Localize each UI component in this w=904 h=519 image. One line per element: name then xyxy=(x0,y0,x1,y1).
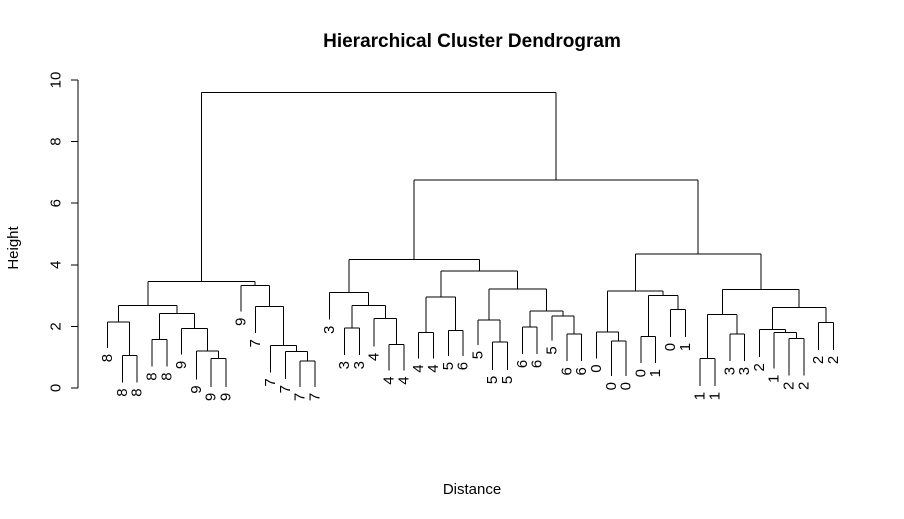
leaf-label: 7 xyxy=(247,339,264,347)
leaf-label: 6 xyxy=(455,362,472,370)
leaf-label: 1 xyxy=(706,392,723,400)
leaf-label: 8 xyxy=(143,372,160,380)
leaf-label: 7 xyxy=(306,393,323,401)
leaf-label: 8 xyxy=(158,372,175,380)
leaf-label: 2 xyxy=(795,382,812,390)
dendrogram-branches xyxy=(107,91,834,387)
leaf-label: 5 xyxy=(469,351,486,359)
leaf-label: 0 xyxy=(662,343,679,351)
leaf-label: 8 xyxy=(129,388,146,396)
leaf-label: 1 xyxy=(647,369,664,377)
leaf-label: 2 xyxy=(751,363,768,371)
leaf-label: 0 xyxy=(588,364,605,372)
leaf-label: 4 xyxy=(366,353,383,361)
leaf-label: 9 xyxy=(188,385,205,393)
leaf-label: 8 xyxy=(99,354,116,362)
leaf-label: 5 xyxy=(440,362,457,370)
leaf-label: 7 xyxy=(277,385,294,393)
leaf-label: 3 xyxy=(336,361,353,369)
leaf-label: 8 xyxy=(114,388,131,396)
x-axis-label: Distance xyxy=(443,481,501,498)
y-tick-label: 10 xyxy=(48,72,65,89)
leaf-label: 4 xyxy=(381,376,398,384)
leaf-labels: 8888899999777773334444456555665660000101… xyxy=(99,318,842,401)
leaf-label: 9 xyxy=(203,393,220,401)
leaf-label: 7 xyxy=(262,378,279,386)
leaf-label: 3 xyxy=(321,326,338,334)
leaf-label: 6 xyxy=(573,367,590,375)
leaf-label: 4 xyxy=(410,364,427,372)
leaf-label: 3 xyxy=(721,367,738,375)
leaf-label: 3 xyxy=(736,367,753,375)
leaf-label: 0 xyxy=(603,382,620,390)
leaf-label: 4 xyxy=(395,376,412,384)
leaf-label: 0 xyxy=(618,382,635,390)
y-axis-label: Height xyxy=(5,225,22,269)
leaf-label: 3 xyxy=(351,361,368,369)
chart-title: Hierarchical Cluster Dendrogram xyxy=(323,31,621,52)
leaf-label: 2 xyxy=(825,356,842,364)
y-tick-label: 0 xyxy=(48,384,65,392)
leaf-label: 9 xyxy=(218,393,235,401)
y-tick-label: 2 xyxy=(48,322,65,330)
y-tick-label: 6 xyxy=(48,199,65,207)
leaf-label: 2 xyxy=(810,356,827,364)
leaf-label: 0 xyxy=(632,369,649,377)
leaf-label: 5 xyxy=(499,376,516,384)
leaf-label: 6 xyxy=(529,360,546,368)
leaf-label: 9 xyxy=(173,361,190,369)
y-axis: 0 2 4 6 8 10 xyxy=(48,72,79,392)
leaf-label: 7 xyxy=(292,393,309,401)
leaf-label: 9 xyxy=(232,318,249,326)
leaf-label: 1 xyxy=(766,375,783,383)
leaf-label: 5 xyxy=(484,376,501,384)
y-tick-label: 4 xyxy=(48,261,65,269)
leaf-label: 2 xyxy=(781,382,798,390)
leaf-label: 4 xyxy=(425,364,442,372)
leaf-label: 6 xyxy=(514,360,531,368)
leaf-label: 5 xyxy=(543,346,560,354)
leaf-label: 1 xyxy=(677,343,694,351)
leaf-label: 6 xyxy=(558,367,575,375)
leaf-label: 1 xyxy=(692,392,709,400)
y-tick-label: 8 xyxy=(48,137,65,145)
